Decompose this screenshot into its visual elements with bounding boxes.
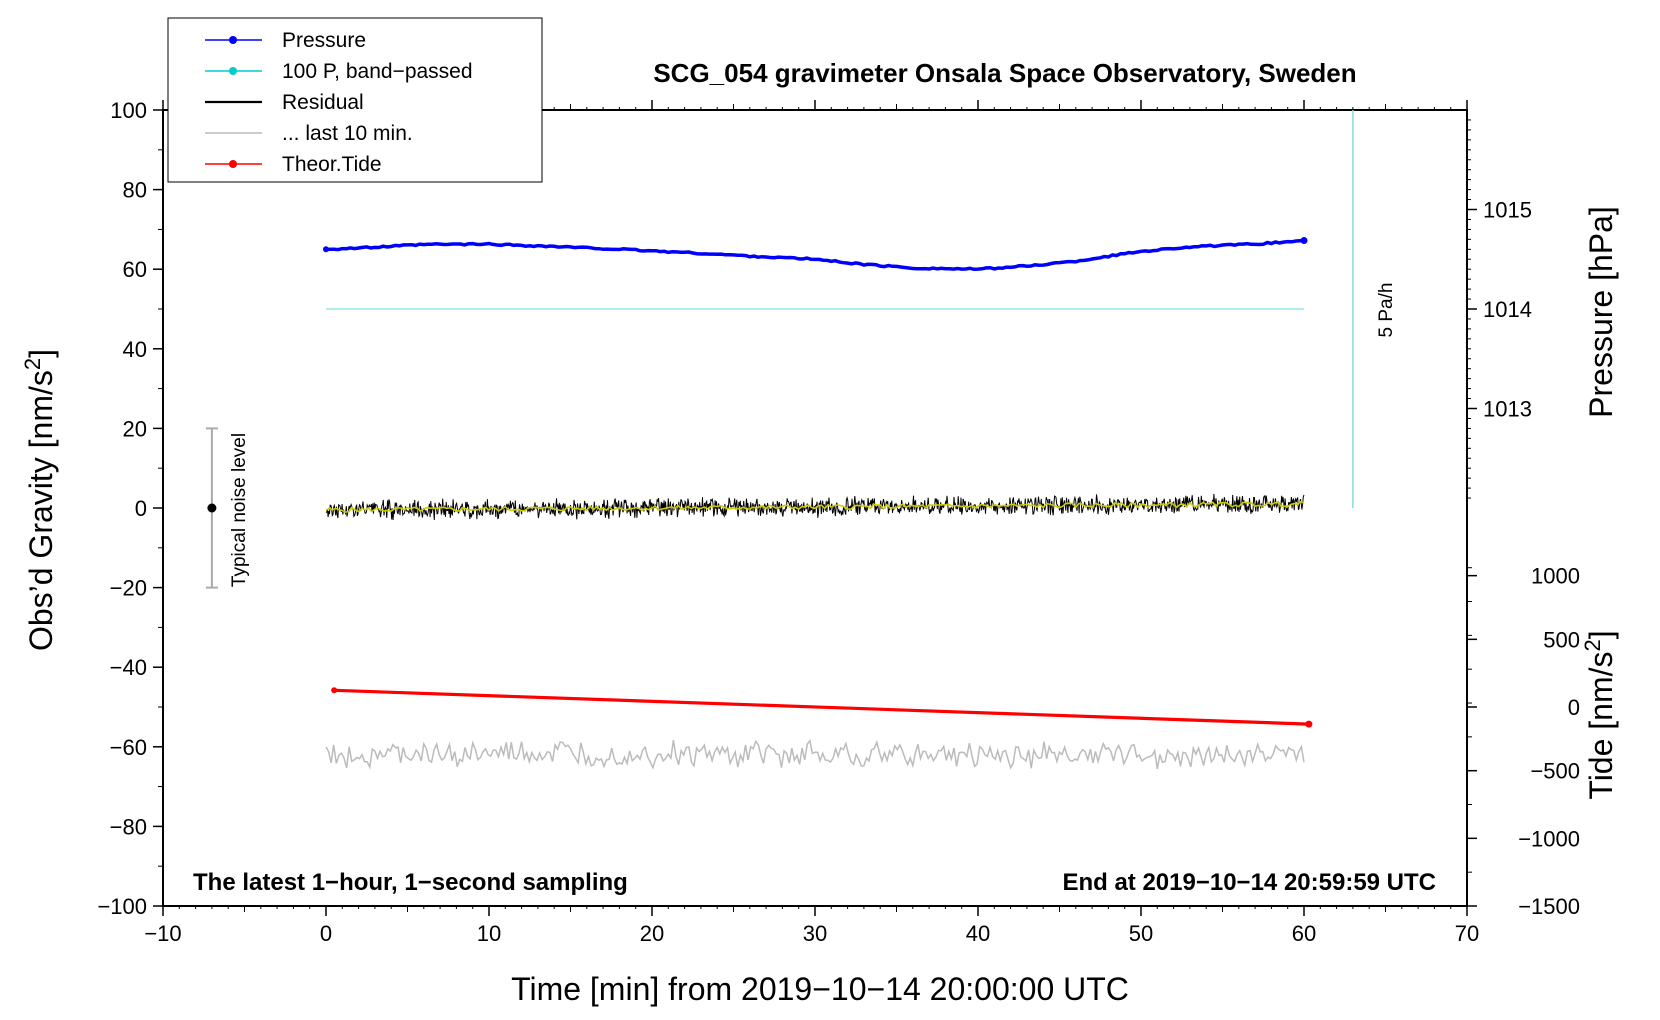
pressure-tick-label: 1013 — [1483, 397, 1532, 422]
x-tick-label: 40 — [966, 921, 990, 946]
y-tick-label: −20 — [110, 576, 147, 601]
pressure-start-point — [323, 246, 329, 253]
noise-level-label: Typical noise level — [229, 433, 250, 587]
y-tick-label: 20 — [123, 416, 147, 441]
y-tick-label: −60 — [110, 735, 147, 760]
x-tick-label: 0 — [320, 921, 332, 946]
series-pressure — [325, 238, 1305, 272]
y-tick-label: −40 — [110, 655, 147, 680]
x-tick-label: −10 — [144, 921, 181, 946]
pressure-end-point — [1300, 237, 1308, 245]
noise-level-indicator — [205, 427, 218, 589]
legend-label: Theor.Tide — [282, 153, 382, 176]
legend-label: Residual — [282, 91, 364, 114]
legend-label: 100 P, band−passed — [282, 60, 473, 83]
ticks-group: −10 0 10 20 30 40 50 60 70−100−80−60−40−20020406… — [97, 98, 1580, 946]
y-tick-label: 80 — [123, 178, 147, 203]
annotation-sampling: The latest 1−hour, 1−second sampling — [193, 869, 628, 896]
legend-marker — [229, 160, 237, 168]
tide-tick-label: −500 — [1530, 759, 1580, 784]
series-residual — [325, 493, 1305, 521]
x-tick-label: 70 — [1455, 921, 1479, 946]
pressure-tick-label: 1015 — [1483, 198, 1532, 223]
tide-tick-label: −1500 — [1518, 894, 1580, 919]
y-axis-label-pressure: Pressure [hPa] — [1583, 206, 1619, 418]
tide-tick-label: 1000 — [1531, 564, 1580, 589]
tide-tick-label: 500 — [1543, 627, 1580, 652]
tide-tick-label: 0 — [1568, 695, 1580, 720]
y-axis-label-gravity: Obs’d Gravity [nm/s2] — [20, 349, 59, 651]
legend-marker — [229, 36, 237, 44]
noise-center-point — [207, 503, 217, 513]
series-group — [323, 237, 1313, 770]
y-tick-label: 0 — [135, 496, 147, 521]
y-axis-label-tide: Tide [nm/s2] — [1580, 630, 1619, 799]
series-residual-smoothed — [325, 500, 1305, 514]
x-axis-label: Time [min] from 2019−10−14 20:00:00 UTC — [511, 971, 1129, 1007]
x-tick-label: 20 — [640, 921, 664, 946]
tide-start-point — [331, 687, 338, 694]
x-tick-label: 50 — [1129, 921, 1153, 946]
y-tick-label: −100 — [97, 894, 147, 919]
y-tick-label: −80 — [110, 814, 147, 839]
tide-tick-label: −1000 — [1518, 826, 1580, 851]
pressure-tick-label: 1014 — [1483, 297, 1532, 322]
chart-title: SCG_054 gravimeter Onsala Space Observat… — [653, 58, 1356, 88]
x-tick-label: 30 — [803, 921, 827, 946]
legend: Pressure 100 P, band−passed Residual ... la… — [167, 17, 543, 183]
legend-box — [167, 17, 543, 183]
annotation-end-time: End at 2019−10−14 20:59:59 UTC — [1062, 869, 1436, 896]
x-tick-label: 10 — [477, 921, 501, 946]
y-tick-label: 40 — [123, 337, 147, 362]
legend-marker — [229, 67, 237, 75]
legend-label: ... last 10 min. — [282, 122, 413, 145]
x-tick-label: 60 — [1292, 921, 1316, 946]
legend-label: Pressure — [282, 29, 366, 52]
series-last-10-min — [325, 739, 1305, 770]
series-theor-tide — [334, 688, 1309, 726]
tide-end-point — [1305, 720, 1313, 728]
y-tick-label: 60 — [123, 257, 147, 282]
rate-bar-label: 5 Pa/h — [1376, 283, 1397, 338]
y-tick-label: 100 — [110, 98, 147, 123]
